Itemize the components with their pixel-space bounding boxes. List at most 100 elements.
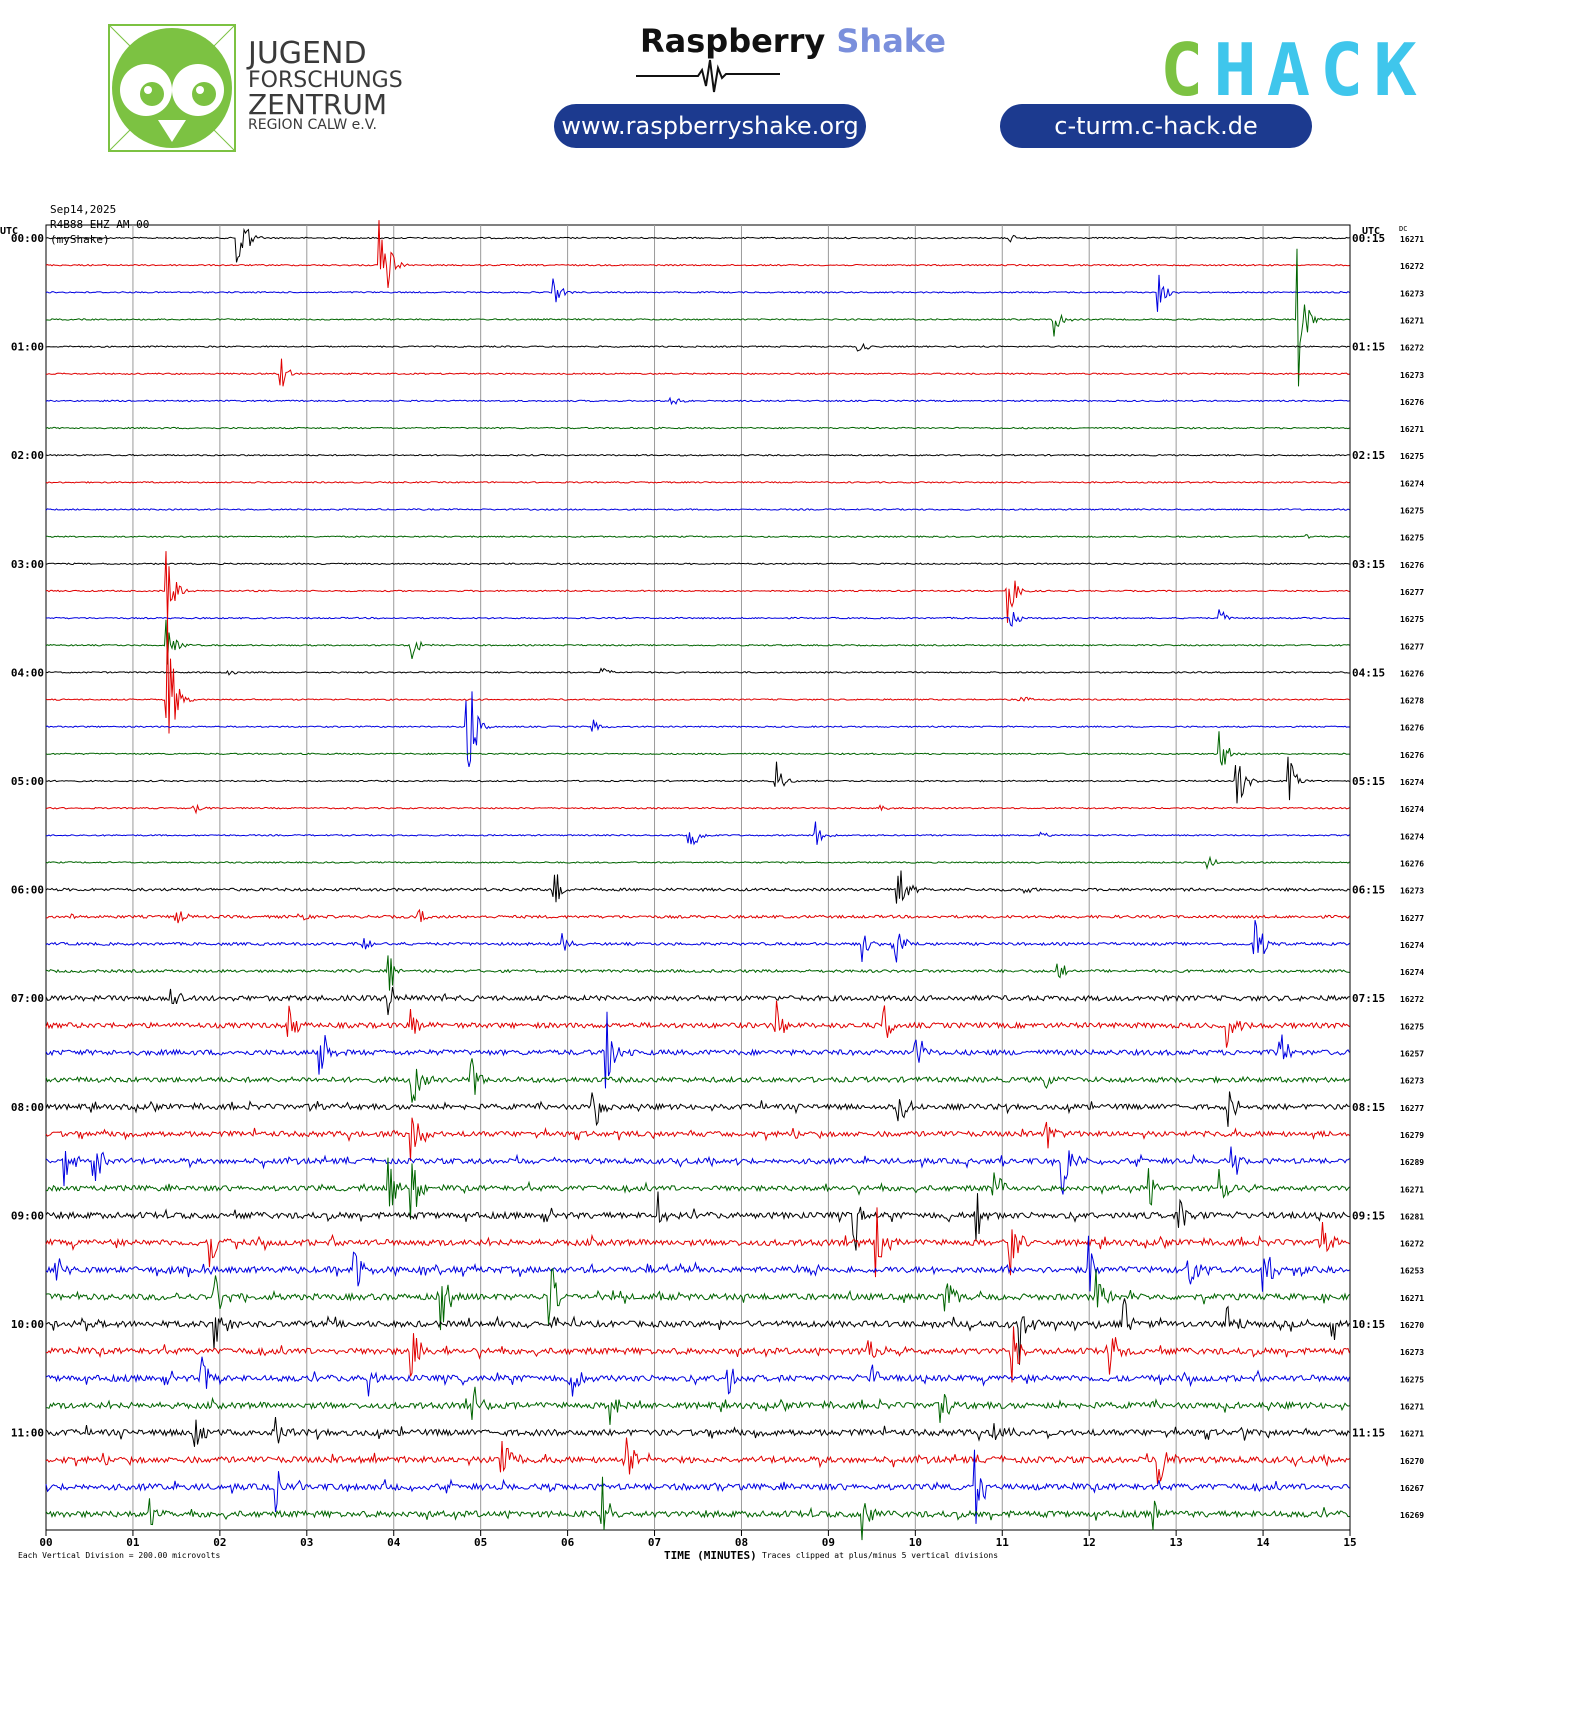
trace-line [45, 691, 1350, 768]
trace-line [45, 396, 1350, 406]
dc-value: 16275 [1400, 452, 1424, 461]
trace-line [45, 855, 1350, 870]
right-hour-label: 02:15 [1352, 449, 1385, 462]
dc-value: 16257 [1400, 1050, 1424, 1059]
raspberryshake-link[interactable]: www.raspberryshake.org [554, 104, 866, 148]
left-hour-label: 07:00 [11, 992, 44, 1005]
trace-line [45, 756, 1350, 804]
raspberry-shake-logo: Raspberry Shake [640, 22, 946, 60]
x-tick-label: 13 [1170, 1536, 1183, 1549]
left-hour-label: 09:00 [11, 1209, 44, 1222]
dc-value: 16275 [1400, 1022, 1424, 1031]
dc-value: 16289 [1400, 1158, 1424, 1167]
dc-value: 16276 [1400, 751, 1424, 760]
record-date: Sep14,2025 [50, 203, 117, 216]
dc-value: 16277 [1400, 914, 1424, 923]
dc-value: 16274 [1400, 832, 1424, 841]
dc-value: 16272 [1400, 262, 1424, 271]
dc-value: 16275 [1400, 615, 1424, 624]
dc-value: 16275 [1400, 507, 1424, 516]
trace-line [45, 821, 1350, 846]
trace-line [45, 1207, 1350, 1278]
dc-value: 16276 [1400, 669, 1424, 678]
trace-line [45, 358, 1350, 387]
right-hour-label: 07:15 [1352, 992, 1385, 1005]
dc-value: 16273 [1400, 371, 1424, 380]
trace-line [45, 1476, 1350, 1541]
right-hour-label: 04:15 [1352, 666, 1385, 679]
right-hour-label: 06:15 [1352, 884, 1385, 897]
dc-value: 16271 [1400, 1430, 1424, 1439]
dc-value: 16274 [1400, 778, 1424, 787]
left-axis-label: UTC [0, 226, 18, 237]
jufo-line4: REGION CALW e.V. [248, 117, 377, 133]
dc-label: DC [1399, 225, 1407, 233]
rs-word-shake: Shake [836, 22, 946, 60]
dc-value: 16275 [1400, 534, 1424, 543]
dc-value: 16273 [1400, 1077, 1424, 1086]
chack-letters-hack: HACK [1213, 28, 1427, 112]
right-hour-label: 08:15 [1352, 1101, 1385, 1114]
dc-value: 16277 [1400, 1104, 1424, 1113]
chack-letter-c: C [1160, 28, 1214, 112]
trace-line [45, 1091, 1350, 1127]
dc-value: 16274 [1400, 805, 1424, 814]
trace-line [45, 248, 1350, 387]
trace-line [45, 534, 1350, 540]
trace-line [45, 987, 1350, 1016]
trace-line [45, 609, 1350, 627]
trace-line [45, 481, 1350, 484]
right-axis-label: UTC [1362, 226, 1380, 237]
trace-line [45, 453, 1350, 457]
trace-line [45, 1298, 1350, 1365]
dc-value: 16272 [1400, 344, 1424, 353]
left-hour-label: 04:00 [11, 666, 44, 679]
dc-value: 16273 [1400, 887, 1424, 896]
left-hour-label: 05:00 [11, 775, 44, 788]
right-hour-label: 11:15 [1352, 1427, 1385, 1440]
right-hour-label: 00:15 [1352, 232, 1385, 245]
left-hour-label: 06:00 [11, 884, 44, 897]
x-tick-label: 15 [1343, 1536, 1356, 1549]
chack-logo: CHACK [1160, 28, 1427, 112]
chack-link[interactable]: c-turm.c-hack.de [1000, 104, 1312, 148]
x-tick-label: 00 [39, 1536, 52, 1549]
trace-line [45, 1356, 1350, 1397]
trace-line [45, 426, 1350, 430]
seismograph-wave-icon [636, 59, 780, 93]
right-hour-label: 10:15 [1352, 1318, 1385, 1331]
trace-line [45, 508, 1350, 511]
jufo-line3: ZENTRUM [248, 88, 388, 121]
left-hour-label: 02:00 [11, 449, 44, 462]
x-tick-label: 06 [561, 1536, 575, 1549]
trace-line [45, 562, 1350, 566]
trace-line [45, 1058, 1350, 1103]
dc-value: 16270 [1400, 1321, 1424, 1330]
dc-value: 16271 [1400, 1402, 1424, 1411]
x-tick-label: 03 [300, 1536, 313, 1549]
trace-line [45, 1437, 1350, 1485]
trace-line [45, 1449, 1350, 1524]
dc-value: 16269 [1400, 1511, 1424, 1520]
left-hour-label: 10:00 [11, 1318, 44, 1331]
jufo-line1: JUGEND [248, 36, 367, 71]
trace-line [45, 220, 1350, 288]
x-tick-label: 11 [996, 1536, 1010, 1549]
trace-line [45, 803, 1350, 815]
trace-line [45, 955, 1350, 991]
trace-line [45, 731, 1350, 766]
trace-line [46, 1157, 1350, 1220]
dc-value: 16279 [1400, 1131, 1424, 1140]
dc-value: 16277 [1400, 642, 1424, 651]
x-tick-label: 12 [1083, 1536, 1096, 1549]
trace-line [45, 667, 1350, 676]
x-tick-label: 14 [1256, 1536, 1270, 1549]
x-tick-label: 04 [387, 1536, 401, 1549]
dc-value: 16276 [1400, 724, 1424, 733]
footer-scale-note: Each Vertical Division = 200.00 microvol… [18, 1551, 220, 1560]
dc-value: 16271 [1400, 235, 1424, 244]
x-tick-label: 01 [126, 1536, 140, 1549]
dc-value: 16274 [1400, 941, 1424, 950]
dc-value: 16271 [1400, 316, 1424, 325]
header-banner: JUGEND FORSCHUNGS ZENTRUM REGION CALW e.… [0, 0, 1570, 180]
